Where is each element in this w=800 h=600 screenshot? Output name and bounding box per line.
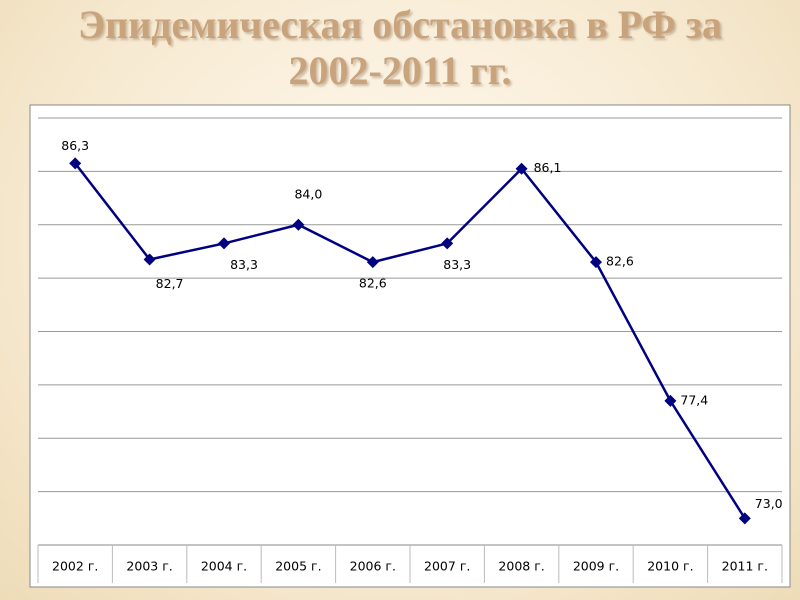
x-tick-label: 2005 г.	[275, 559, 321, 574]
chart-area	[29, 104, 791, 588]
x-tick-label: 2004 г.	[201, 559, 247, 574]
marker	[441, 237, 454, 250]
marker	[366, 256, 379, 269]
data-label: 86,1	[534, 160, 562, 175]
data-label: 73,0	[755, 496, 783, 511]
data-label: 83,3	[230, 257, 258, 272]
marker	[664, 394, 677, 407]
data-label: 83,3	[443, 257, 471, 272]
marker	[515, 162, 528, 175]
x-tick-label: 2010 г.	[647, 559, 693, 574]
x-tick-label: 2002 г.	[52, 559, 98, 574]
data-label: 82,6	[606, 254, 634, 269]
data-label: 86,3	[61, 138, 89, 153]
x-tick-label: 2006 г.	[350, 559, 396, 574]
line	[74, 162, 746, 519]
data-label: 82,6	[359, 276, 387, 291]
marker	[292, 218, 305, 231]
x-tick-label: 2007 г.	[424, 559, 470, 574]
marker	[218, 237, 230, 250]
data-label: 77,4	[680, 392, 708, 407]
marker	[738, 512, 751, 525]
chart-title: Эпидемическая обстановка в РФ за 2002-20…	[78, 2, 722, 93]
x-tick-label: 2009 г.	[573, 559, 619, 574]
marker	[69, 157, 82, 170]
marker	[143, 253, 156, 266]
x-tick-label: 2003 г.	[126, 559, 172, 574]
x-tick-label: 2008 г.	[498, 559, 544, 574]
marker	[590, 256, 602, 269]
data-label: 82,7	[156, 276, 184, 291]
data-label: 84,0	[294, 186, 322, 201]
x-tick-label: 2011 г.	[722, 559, 768, 574]
